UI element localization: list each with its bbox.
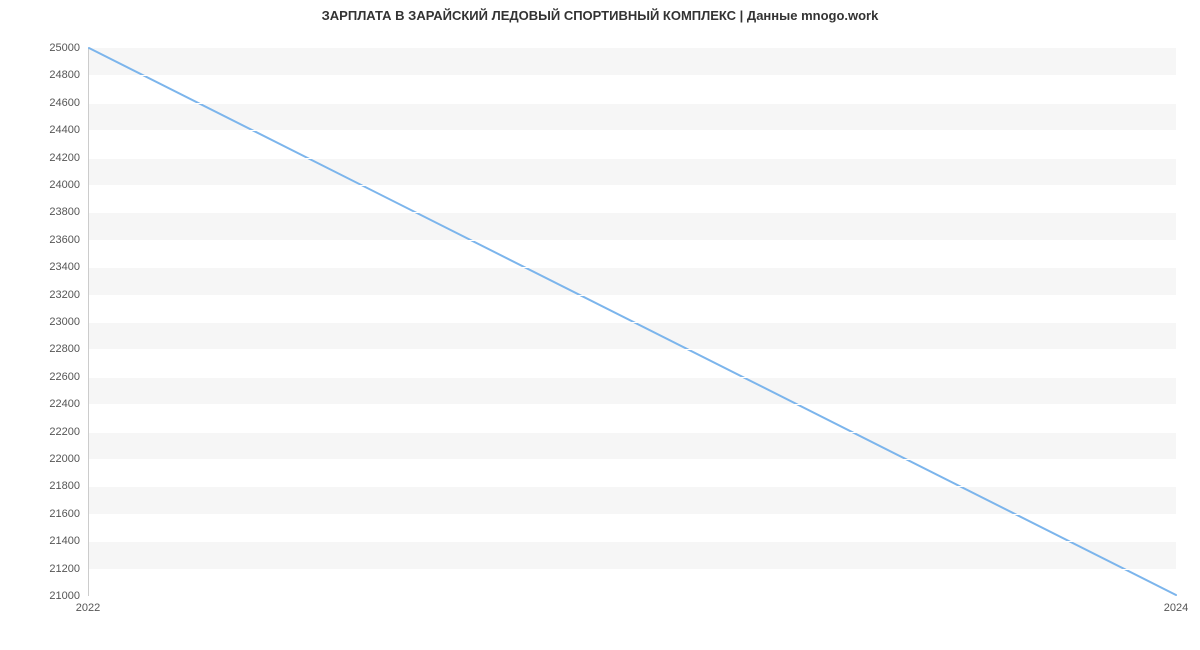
y-tick-label: 24400 <box>40 124 80 136</box>
y-tick-label: 23000 <box>40 316 80 328</box>
gridline <box>89 459 1176 460</box>
x-tick-label: 2022 <box>76 602 100 614</box>
y-tick-label: 23400 <box>40 261 80 273</box>
x-tick-label: 2024 <box>1164 602 1188 614</box>
gridline <box>89 75 1176 76</box>
y-tick-label: 22800 <box>40 343 80 355</box>
y-tick-label: 21800 <box>40 480 80 492</box>
gridline <box>89 514 1176 515</box>
y-tick-label: 24600 <box>40 97 80 109</box>
y-tick-label: 24800 <box>40 69 80 81</box>
gridline <box>89 322 1176 323</box>
y-tick-label: 25000 <box>40 42 80 54</box>
y-tick-label: 23200 <box>40 289 80 301</box>
gridline <box>89 377 1176 378</box>
y-tick-label: 21400 <box>40 535 80 547</box>
y-tick-label: 22200 <box>40 426 80 438</box>
y-tick-label: 24000 <box>40 179 80 191</box>
gridline <box>89 103 1176 104</box>
gridline <box>89 240 1176 241</box>
y-tick-label: 24200 <box>40 152 80 164</box>
gridline <box>89 404 1176 405</box>
gridline <box>89 158 1176 159</box>
gridline <box>89 267 1176 268</box>
gridline <box>89 432 1176 433</box>
y-tick-label: 21000 <box>40 590 80 602</box>
gridline <box>89 212 1176 213</box>
y-tick-label: 22600 <box>40 371 80 383</box>
y-tick-label: 22400 <box>40 398 80 410</box>
plot-area <box>88 48 1176 596</box>
chart-title: ЗАРПЛАТА В ЗАРАЙСКИЙ ЛЕДОВЫЙ СПОРТИВНЫЙ … <box>0 8 1200 23</box>
y-tick-label: 23600 <box>40 234 80 246</box>
gridline <box>89 295 1176 296</box>
y-tick-label: 21200 <box>40 563 80 575</box>
gridline <box>89 130 1176 131</box>
gridline <box>89 349 1176 350</box>
gridline <box>89 541 1176 542</box>
y-tick-label: 21600 <box>40 508 80 520</box>
gridline <box>89 185 1176 186</box>
chart-container: ЗАРПЛАТА В ЗАРАЙСКИЙ ЛЕДОВЫЙ СПОРТИВНЫЙ … <box>0 0 1200 650</box>
gridline <box>89 486 1176 487</box>
y-tick-label: 23800 <box>40 206 80 218</box>
y-tick-label: 22000 <box>40 453 80 465</box>
gridline <box>89 569 1176 570</box>
